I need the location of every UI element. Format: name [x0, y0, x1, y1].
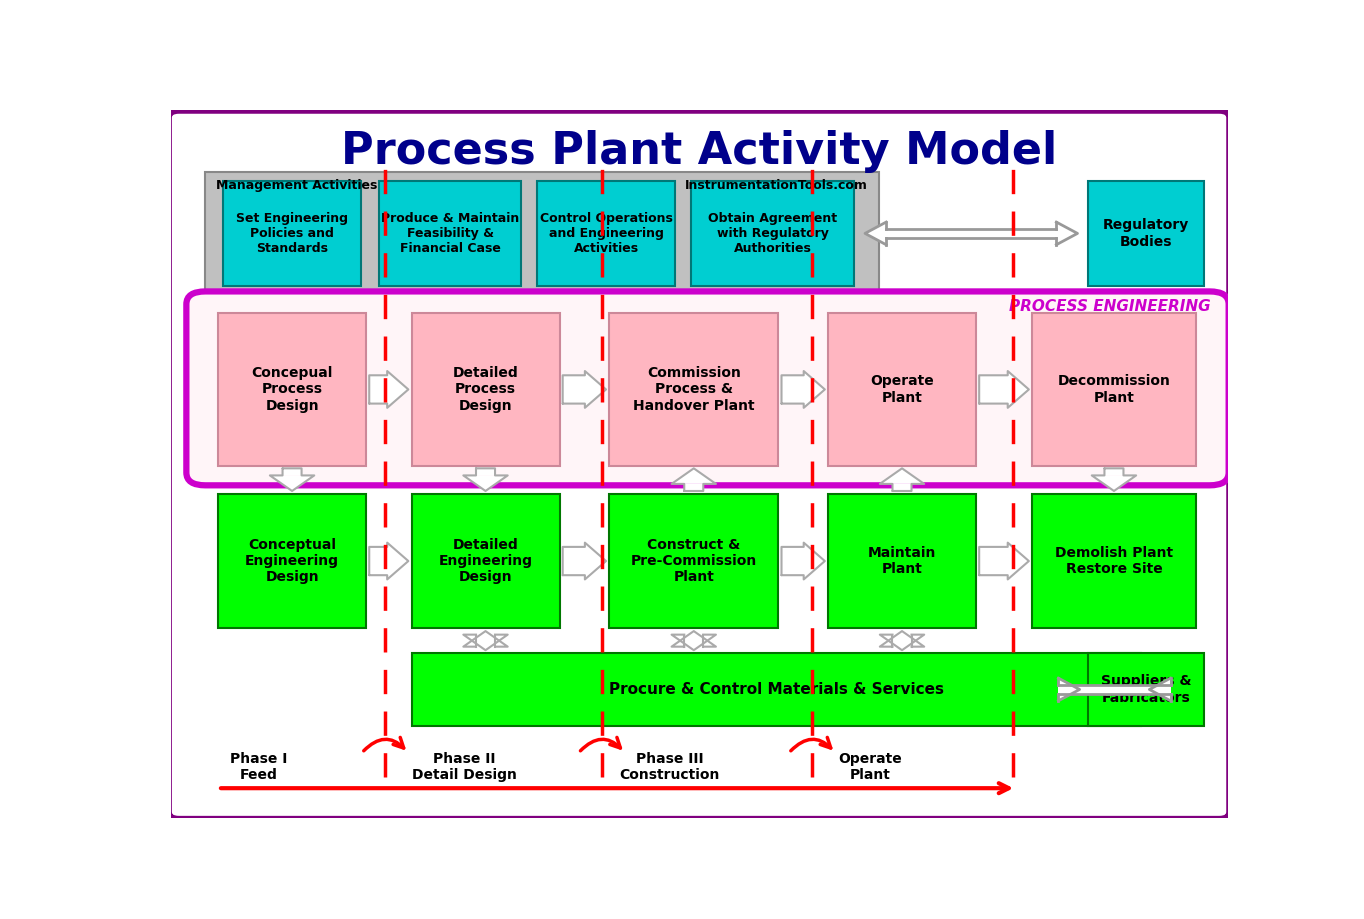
Polygon shape	[1150, 678, 1170, 701]
Polygon shape	[387, 542, 408, 580]
Polygon shape	[1105, 469, 1124, 475]
Polygon shape	[476, 635, 495, 647]
Polygon shape	[880, 469, 925, 484]
Text: Phase III
Construction: Phase III Construction	[619, 752, 720, 782]
Text: Produce & Maintain
Feasibility &
Financial Case: Produce & Maintain Feasibility & Financi…	[381, 212, 520, 255]
Polygon shape	[1008, 371, 1028, 408]
Polygon shape	[803, 542, 825, 580]
Polygon shape	[671, 635, 716, 651]
Text: Operate
Plant: Operate Plant	[839, 752, 902, 782]
Text: Process Plant Activity Model: Process Plant Activity Model	[341, 130, 1057, 173]
Text: Operate
Plant: Operate Plant	[870, 374, 934, 404]
Text: Commission
Process &
Handover Plant: Commission Process & Handover Plant	[633, 367, 754, 413]
FancyBboxPatch shape	[218, 494, 366, 629]
Polygon shape	[270, 475, 314, 491]
Polygon shape	[865, 222, 887, 244]
Polygon shape	[476, 469, 495, 475]
FancyBboxPatch shape	[1033, 494, 1196, 629]
Polygon shape	[685, 635, 704, 647]
FancyBboxPatch shape	[1088, 181, 1204, 286]
FancyBboxPatch shape	[610, 494, 779, 629]
FancyBboxPatch shape	[1033, 313, 1196, 466]
Text: Decommission
Plant: Decommission Plant	[1057, 374, 1170, 404]
FancyBboxPatch shape	[610, 313, 779, 466]
FancyBboxPatch shape	[537, 181, 675, 286]
Polygon shape	[892, 635, 911, 647]
Polygon shape	[563, 547, 585, 575]
Polygon shape	[282, 469, 301, 475]
Polygon shape	[1056, 222, 1078, 244]
Polygon shape	[1058, 678, 1080, 701]
Text: Management Activities: Management Activities	[216, 179, 378, 192]
Polygon shape	[563, 375, 585, 403]
Text: Demolish Plant
Restore Site: Demolish Plant Restore Site	[1054, 546, 1173, 576]
Polygon shape	[979, 375, 1008, 403]
FancyBboxPatch shape	[224, 181, 360, 286]
Text: Set Engineering
Policies and
Standards: Set Engineering Policies and Standards	[236, 212, 348, 255]
Text: Detailed
Process
Design: Detailed Process Design	[453, 367, 518, 413]
Text: Procure & Control Materials & Services: Procure & Control Materials & Services	[608, 682, 944, 697]
FancyBboxPatch shape	[412, 313, 559, 466]
Polygon shape	[887, 229, 1056, 238]
Polygon shape	[803, 371, 825, 408]
Polygon shape	[671, 631, 716, 647]
Polygon shape	[880, 631, 925, 647]
Polygon shape	[671, 469, 716, 484]
Polygon shape	[585, 371, 606, 408]
FancyBboxPatch shape	[828, 313, 977, 466]
FancyBboxPatch shape	[1088, 653, 1204, 726]
Text: Concepual
Process
Design: Concepual Process Design	[251, 367, 333, 413]
FancyBboxPatch shape	[690, 181, 854, 286]
FancyBboxPatch shape	[218, 313, 366, 466]
Text: Maintain
Plant: Maintain Plant	[868, 546, 936, 576]
Polygon shape	[1058, 686, 1170, 694]
Polygon shape	[1008, 542, 1028, 580]
FancyBboxPatch shape	[828, 494, 977, 629]
Polygon shape	[1091, 475, 1136, 491]
Text: Regulatory
Bodies: Regulatory Bodies	[1103, 219, 1189, 248]
Polygon shape	[782, 375, 803, 403]
Text: Obtain Agreement
with Regulatory
Authorities: Obtain Agreement with Regulatory Authori…	[708, 212, 837, 255]
FancyBboxPatch shape	[187, 291, 1229, 485]
Polygon shape	[370, 547, 387, 575]
Polygon shape	[979, 547, 1008, 575]
FancyBboxPatch shape	[206, 172, 878, 298]
Polygon shape	[464, 631, 507, 647]
Text: Control Operations
and Engineering
Activities: Control Operations and Engineering Activ…	[540, 212, 672, 255]
Text: Detailed
Engineering
Design: Detailed Engineering Design	[438, 538, 532, 584]
Polygon shape	[464, 475, 507, 491]
FancyBboxPatch shape	[168, 110, 1230, 820]
Polygon shape	[685, 484, 704, 491]
FancyBboxPatch shape	[379, 181, 521, 286]
Text: Phase I
Feed: Phase I Feed	[229, 752, 286, 782]
Polygon shape	[892, 484, 911, 491]
Text: Construct &
Pre-Commission
Plant: Construct & Pre-Commission Plant	[630, 538, 757, 584]
FancyBboxPatch shape	[412, 653, 1140, 726]
Polygon shape	[782, 547, 803, 575]
Text: InstrumentationTools.com: InstrumentationTools.com	[685, 179, 869, 192]
Text: Phase II
Detail Design: Phase II Detail Design	[412, 752, 517, 782]
Polygon shape	[880, 635, 925, 651]
Polygon shape	[464, 635, 507, 651]
Polygon shape	[585, 542, 606, 580]
Text: PROCESS ENGINEERING: PROCESS ENGINEERING	[1009, 299, 1211, 313]
Text: Suppliers &
Fabricators: Suppliers & Fabricators	[1101, 675, 1191, 705]
FancyBboxPatch shape	[412, 494, 559, 629]
Polygon shape	[387, 371, 408, 408]
Polygon shape	[370, 375, 387, 403]
Text: Conceptual
Engineering
Design: Conceptual Engineering Design	[246, 538, 340, 584]
